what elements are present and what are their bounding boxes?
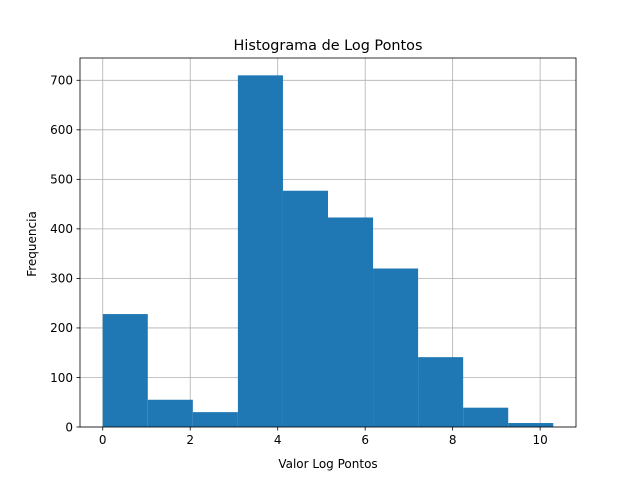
x-tick-label: 6 [361, 433, 369, 447]
y-tick-label: 500 [50, 173, 73, 187]
y-tick-label: 400 [50, 222, 73, 236]
y-tick-label: 0 [65, 420, 73, 434]
histogram-bars [102, 75, 554, 427]
histogram-bar [418, 357, 464, 427]
histogram-bar [463, 407, 509, 427]
x-axis-label: Valor Log Pontos [278, 457, 377, 471]
x-tick-label: 0 [99, 433, 107, 447]
y-tick-label: 700 [50, 74, 73, 88]
grid-lines [80, 58, 576, 428]
y-axis-label: Frequencia [25, 211, 39, 277]
histogram-bar [192, 412, 238, 427]
histogram-bar [147, 399, 193, 427]
y-tick-label: 600 [50, 123, 73, 137]
x-tick-label: 2 [186, 433, 194, 447]
histogram-bar [237, 75, 283, 427]
histogram-bar [328, 217, 374, 427]
chart-title: Histograma de Log Pontos [234, 38, 423, 54]
x-tick-label: 8 [449, 433, 457, 447]
histogram-bar [102, 314, 148, 427]
y-tick-label: 200 [50, 321, 73, 335]
histogram-bar [373, 268, 419, 427]
plot-frame [79, 57, 577, 428]
y-tick-label: 100 [50, 371, 73, 385]
histogram-bar [508, 423, 554, 427]
x-tick-label: 10 [532, 433, 547, 447]
x-tick-label: 4 [274, 433, 282, 447]
histogram-bar [282, 190, 328, 427]
y-tick-label: 300 [50, 272, 73, 286]
